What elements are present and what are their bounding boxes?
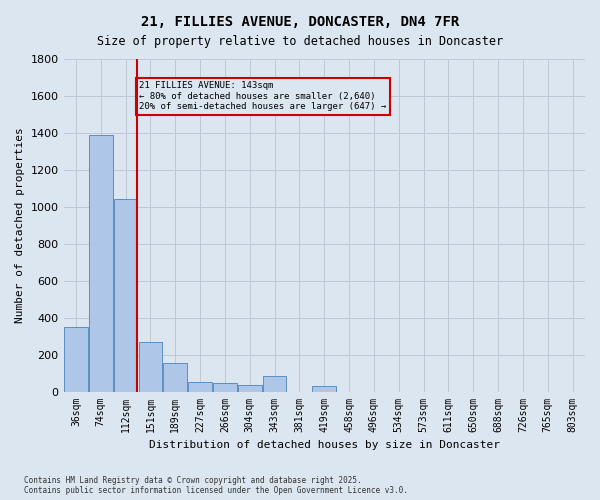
Text: 21 FILLIES AVENUE: 143sqm
← 80% of detached houses are smaller (2,640)
20% of se: 21 FILLIES AVENUE: 143sqm ← 80% of detac… [139,81,386,111]
Bar [139,342,162,392]
Bar [89,134,113,392]
Text: 21, FILLIES AVENUE, DONCASTER, DN4 7FR: 21, FILLIES AVENUE, DONCASTER, DN4 7FR [141,15,459,29]
Bar [114,200,137,392]
Text: Size of property relative to detached houses in Doncaster: Size of property relative to detached ho… [97,35,503,48]
Bar [263,376,286,392]
Bar [163,363,187,392]
Y-axis label: Number of detached properties: Number of detached properties [15,128,25,323]
Bar [188,382,212,392]
Bar [64,327,88,392]
X-axis label: Distribution of detached houses by size in Doncaster: Distribution of detached houses by size … [149,440,500,450]
Bar [213,383,237,392]
Bar [313,386,336,392]
Bar [238,385,262,392]
Text: Contains HM Land Registry data © Crown copyright and database right 2025.
Contai: Contains HM Land Registry data © Crown c… [24,476,408,495]
